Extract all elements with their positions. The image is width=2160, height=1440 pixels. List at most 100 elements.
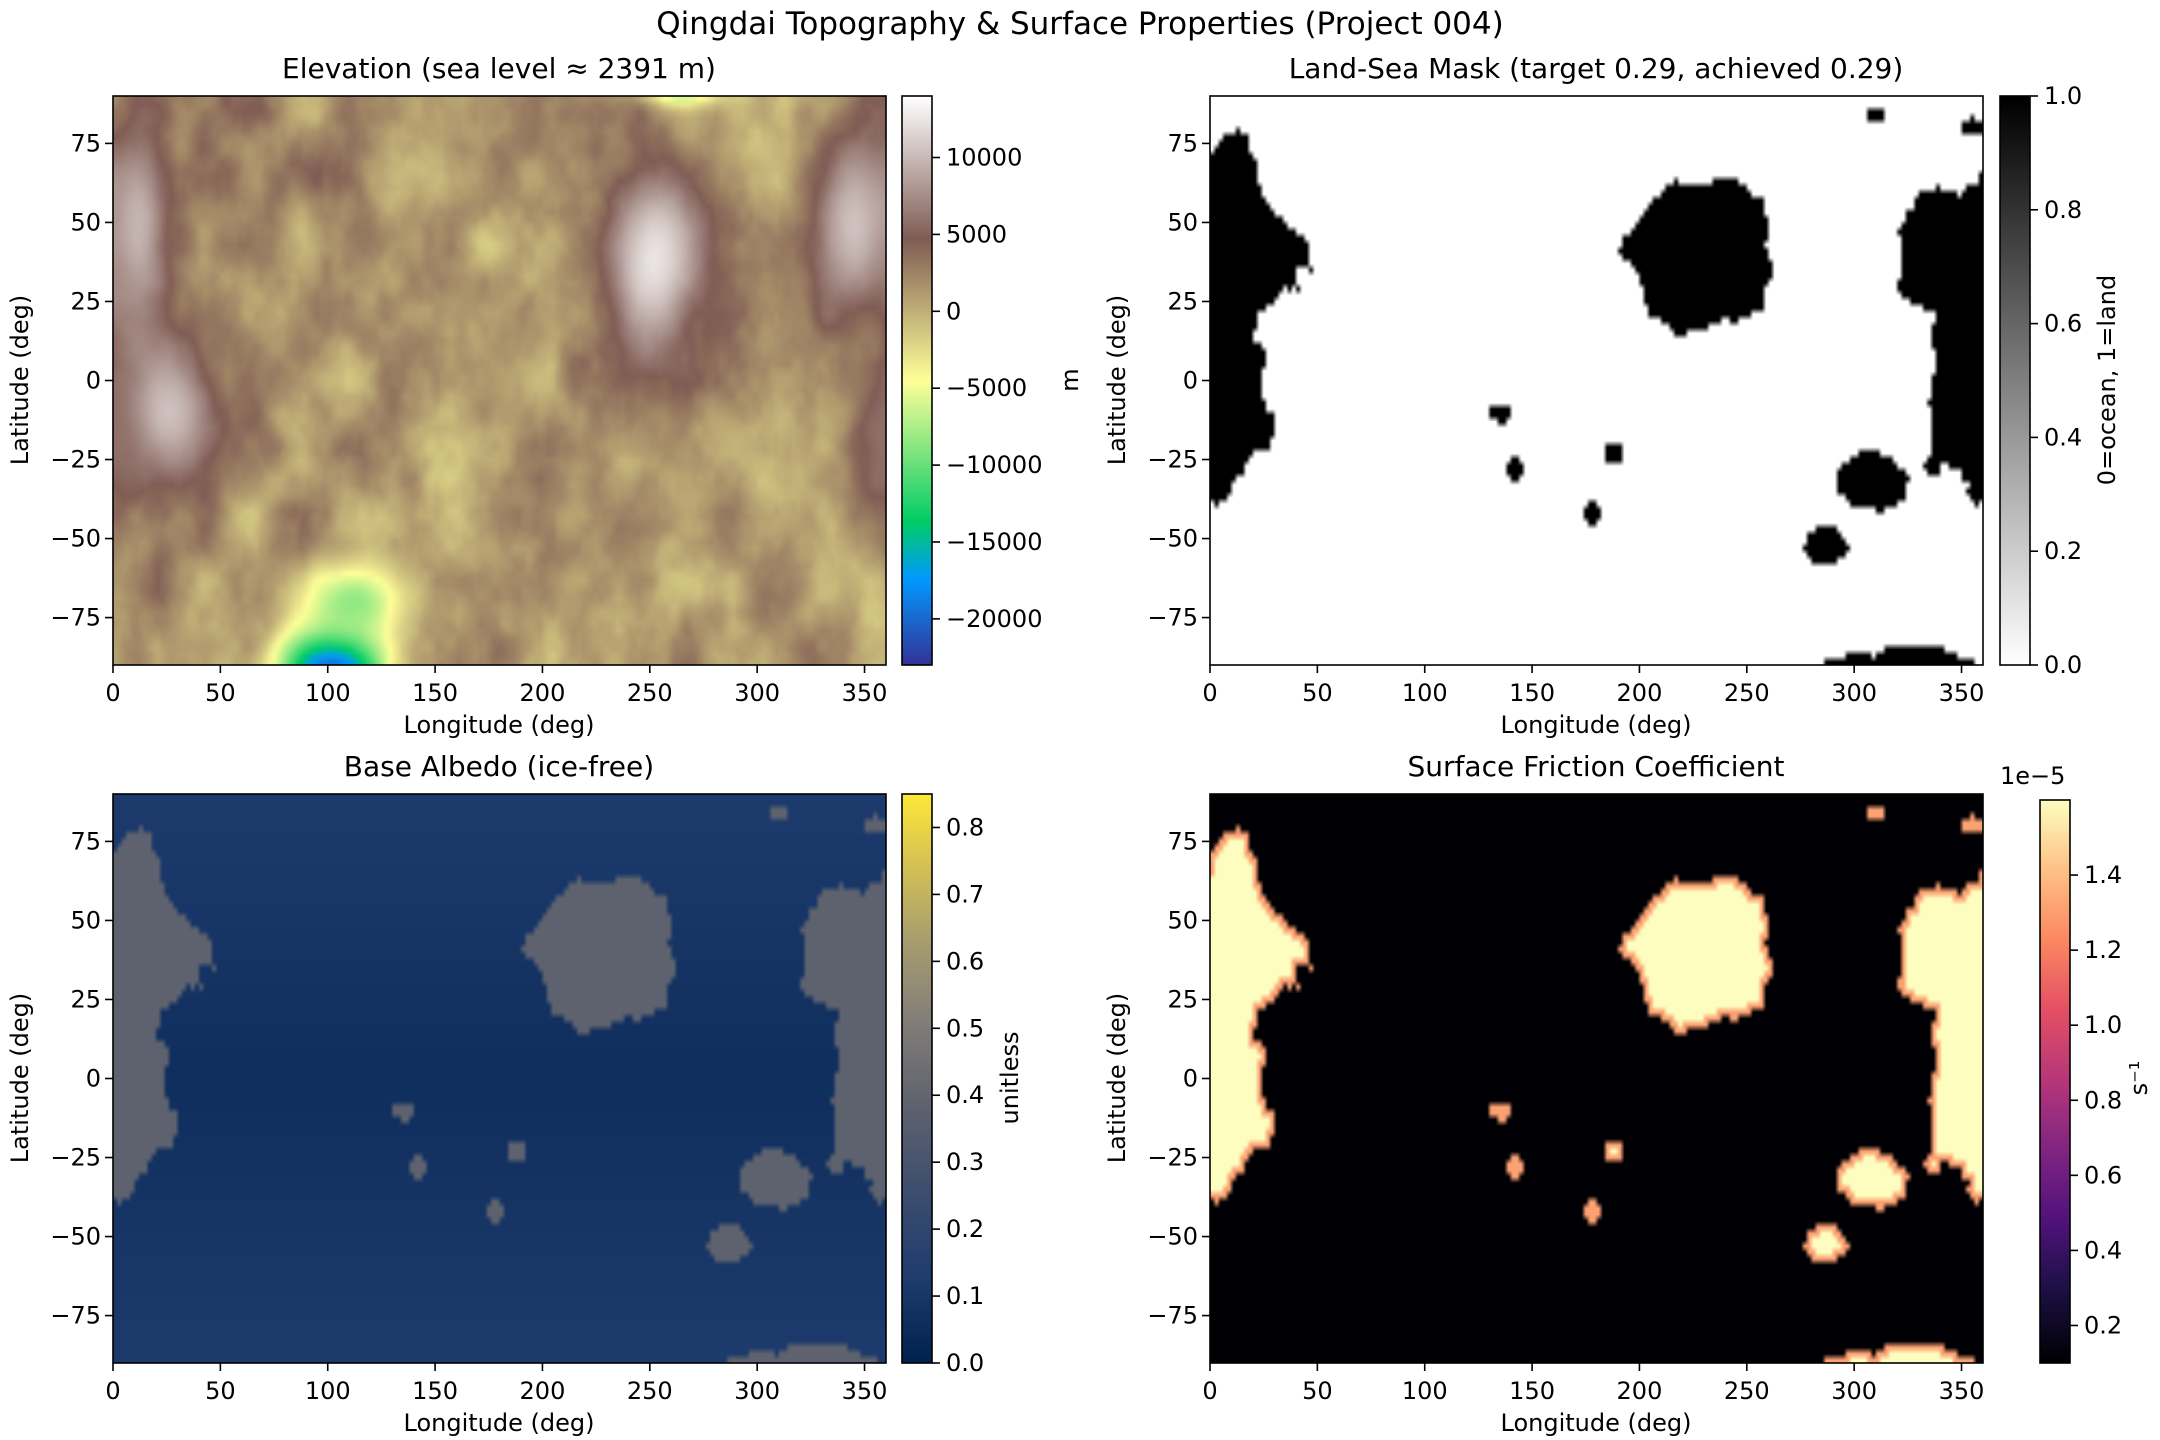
base-albedo-colorbar-label: unitless — [996, 1032, 1024, 1125]
base-albedo-heatmap — [113, 794, 886, 1363]
base-albedo-x-ticks: 0 50 100 150 200 250 300 350 — [105, 1363, 887, 1405]
y-tick-label: 75 — [1167, 129, 1198, 157]
colorbar-tick-label: 1.0 — [2044, 82, 2082, 110]
colorbar-tick-label: 0.6 — [2084, 1161, 2122, 1189]
colorbar-tick-label: 0.7 — [946, 880, 984, 908]
y-tick-label: 50 — [70, 208, 101, 236]
y-tick-label: 25 — [1167, 287, 1198, 315]
y-tick-label: 25 — [70, 985, 101, 1013]
y-tick-label: −50 — [1147, 525, 1198, 553]
land-sea-mask-colorbar — [2000, 96, 2030, 665]
colorbar-tick-label: 0.8 — [946, 813, 984, 841]
x-tick-label: 250 — [627, 1377, 673, 1405]
x-tick-label: 250 — [627, 679, 673, 707]
x-tick-label: 200 — [520, 679, 566, 707]
colorbar-tick-label: 0.2 — [946, 1215, 984, 1243]
y-tick-label: 50 — [1167, 208, 1198, 236]
y-tick-label: 0 — [86, 1065, 101, 1093]
y-tick-label: −50 — [50, 525, 101, 553]
x-tick-label: 50 — [1302, 1377, 1333, 1405]
elevation-colorbar-ticks: −20000 −15000 −10000 −5000 0 5000 10000 — [932, 144, 1042, 633]
elevation-x-axis-label: Longitude (deg) — [404, 711, 595, 739]
surface-friction-y-ticks: −75 −50 −25 0 25 50 75 — [1147, 827, 1210, 1330]
surface-friction-colorbar-ticks: 0.2 0.4 0.6 0.8 1.0 1.2 1.4 — [2070, 861, 2122, 1339]
x-tick-label: 100 — [1402, 1377, 1448, 1405]
x-tick-label: 100 — [1402, 679, 1448, 707]
colorbar-tick-label: 10000 — [946, 144, 1022, 172]
y-tick-label: 50 — [70, 906, 101, 934]
colorbar-tick-label: 0.4 — [2084, 1236, 2122, 1264]
land-sea-mask-title: Land-Sea Mask (target 0.29, achieved 0.2… — [1289, 52, 1904, 85]
y-tick-label: 75 — [70, 129, 101, 157]
colorbar-tick-label: 0 — [946, 297, 961, 325]
colorbar-tick-label: 0.2 — [2044, 537, 2082, 565]
y-tick-label: 0 — [86, 367, 101, 395]
base-albedo-colorbar-ticks: 0.0 0.1 0.2 0.3 0.4 0.5 0.6 0.7 0.8 — [932, 813, 984, 1377]
land-sea-mask-y-ticks: −75 −50 −25 0 25 50 75 — [1147, 129, 1210, 632]
y-tick-label: −75 — [50, 1302, 101, 1330]
colorbar-tick-label: −20000 — [946, 605, 1042, 633]
y-tick-label: −25 — [1147, 446, 1198, 474]
colorbar-tick-label: 0.2 — [2084, 1311, 2122, 1339]
surface-friction-colorbar-exponent: 1e−5 — [2000, 762, 2065, 790]
land-sea-mask-heatmap — [1210, 96, 1983, 665]
colorbar-tick-label: 0.6 — [946, 947, 984, 975]
y-tick-label: −50 — [50, 1223, 101, 1251]
surface-friction-x-ticks: 0 50 100 150 200 250 300 350 — [1202, 1363, 1984, 1405]
base-albedo-y-ticks: −75 −50 −25 0 25 50 75 — [50, 827, 113, 1330]
x-tick-label: 250 — [1724, 679, 1770, 707]
y-tick-label: 0 — [1183, 367, 1198, 395]
elevation-colorbar-frame — [901, 95, 933, 666]
elevation-y-axis-label: Latitude (deg) — [6, 295, 34, 465]
surface-friction-y-axis-label: Latitude (deg) — [1103, 993, 1131, 1163]
base-albedo-y-axis-label: Latitude (deg) — [6, 993, 34, 1163]
y-tick-label: −75 — [1147, 604, 1198, 632]
y-tick-label: 75 — [1167, 827, 1198, 855]
x-tick-label: 100 — [305, 679, 351, 707]
colorbar-tick-label: 0.5 — [946, 1014, 984, 1042]
base-albedo-colorbar — [902, 794, 932, 1363]
colorbar-tick-label: −15000 — [946, 528, 1042, 556]
x-tick-label: 200 — [1617, 679, 1663, 707]
colorbar-tick-label: −5000 — [946, 374, 1027, 402]
colorbar-tick-label: 0.4 — [946, 1081, 984, 1109]
x-tick-label: 300 — [734, 1377, 780, 1405]
elevation-title: Elevation (sea level ≈ 2391 m) — [282, 52, 716, 85]
elevation-colorbar — [902, 96, 932, 665]
land-sea-mask-x-axis-label: Longitude (deg) — [1501, 711, 1692, 739]
elevation-colorbar-label: m — [1056, 368, 1084, 391]
colorbar-tick-label: 1.0 — [2084, 1011, 2122, 1039]
colorbar-tick-label: 0.8 — [2084, 1086, 2122, 1114]
colorbar-tick-label: 1.2 — [2084, 936, 2122, 964]
y-tick-label: −25 — [50, 446, 101, 474]
x-tick-label: 50 — [205, 679, 236, 707]
x-tick-label: 150 — [412, 1377, 458, 1405]
colorbar-tick-label: 0.0 — [946, 1349, 984, 1377]
x-tick-label: 150 — [412, 679, 458, 707]
x-tick-label: 300 — [734, 679, 780, 707]
elevation-y-ticks: −75 −50 −25 0 25 50 75 — [50, 129, 113, 632]
x-tick-label: 350 — [1939, 679, 1985, 707]
x-tick-label: 200 — [1617, 1377, 1663, 1405]
x-tick-label: 100 — [305, 1377, 351, 1405]
elevation-heatmap — [113, 96, 886, 665]
land-sea-mask-x-ticks: 0 50 100 150 200 250 300 350 — [1202, 665, 1984, 707]
x-tick-label: 150 — [1509, 1377, 1555, 1405]
x-tick-label: 0 — [1202, 1377, 1217, 1405]
x-tick-label: 0 — [1202, 679, 1217, 707]
x-tick-label: 0 — [105, 1377, 120, 1405]
y-tick-label: 0 — [1183, 1065, 1198, 1093]
colorbar-tick-label: 0.3 — [946, 1148, 984, 1176]
surface-friction-heatmap — [1210, 794, 1983, 1363]
base-albedo-x-axis-label: Longitude (deg) — [404, 1409, 595, 1437]
colorbar-tick-label: 0.1 — [946, 1282, 984, 1310]
y-tick-label: −25 — [1147, 1144, 1198, 1172]
x-tick-label: 350 — [842, 1377, 888, 1405]
colorbar-tick-label: 0.6 — [2044, 310, 2082, 338]
colorbar-tick-label: 0.4 — [2044, 423, 2082, 451]
panel-surface-friction: Surface Friction Coefficient 0 50 100 150 20… — [1103, 750, 2153, 1437]
x-tick-label: 200 — [520, 1377, 566, 1405]
panel-base-albedo: Base Albedo (ice-free) 0 50 100 150 200 250 30… — [6, 750, 1024, 1437]
x-tick-label: 50 — [1302, 679, 1333, 707]
